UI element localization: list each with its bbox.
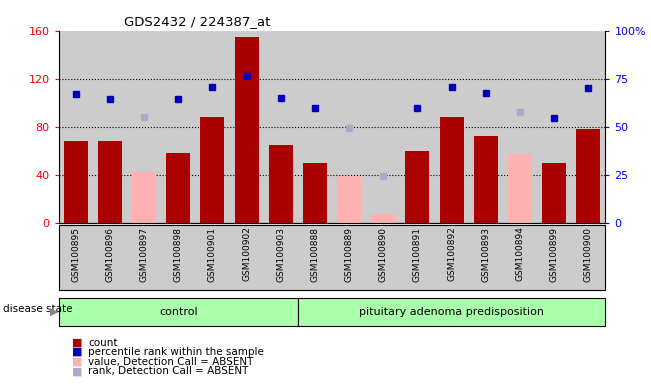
Bar bbox=[132, 172, 156, 223]
Bar bbox=[98, 141, 122, 223]
Text: GSM100889: GSM100889 bbox=[344, 227, 353, 281]
Text: GSM100897: GSM100897 bbox=[139, 227, 148, 281]
Text: GSM100892: GSM100892 bbox=[447, 227, 456, 281]
Text: GSM100902: GSM100902 bbox=[242, 227, 251, 281]
Text: GSM100890: GSM100890 bbox=[379, 227, 388, 281]
Bar bbox=[64, 141, 88, 223]
Bar bbox=[166, 153, 190, 223]
Text: ■: ■ bbox=[72, 347, 82, 357]
Text: disease state: disease state bbox=[3, 304, 73, 314]
Bar bbox=[508, 154, 532, 223]
Text: GSM100891: GSM100891 bbox=[413, 227, 422, 281]
Bar bbox=[337, 176, 361, 223]
Bar bbox=[234, 37, 258, 223]
Text: GSM100903: GSM100903 bbox=[276, 227, 285, 281]
Bar bbox=[542, 163, 566, 223]
Text: ■: ■ bbox=[72, 366, 82, 376]
Text: count: count bbox=[88, 338, 117, 348]
Bar bbox=[439, 117, 464, 223]
Bar bbox=[371, 214, 395, 223]
Text: percentile rank within the sample: percentile rank within the sample bbox=[88, 347, 264, 357]
Text: GSM100898: GSM100898 bbox=[174, 227, 183, 281]
Text: control: control bbox=[159, 307, 197, 317]
Text: ▶: ▶ bbox=[49, 307, 58, 317]
Text: rank, Detection Call = ABSENT: rank, Detection Call = ABSENT bbox=[88, 366, 248, 376]
Text: GSM100899: GSM100899 bbox=[549, 227, 559, 281]
Text: GSM100901: GSM100901 bbox=[208, 227, 217, 281]
Text: GSM100895: GSM100895 bbox=[71, 227, 80, 281]
Bar bbox=[201, 117, 225, 223]
Text: GSM100894: GSM100894 bbox=[516, 227, 525, 281]
Bar bbox=[303, 163, 327, 223]
Bar bbox=[269, 145, 293, 223]
Text: GSM100896: GSM100896 bbox=[105, 227, 115, 281]
Text: GSM100888: GSM100888 bbox=[311, 227, 320, 281]
Text: ■: ■ bbox=[72, 357, 82, 367]
Bar bbox=[576, 129, 600, 223]
Bar bbox=[406, 151, 430, 223]
Bar bbox=[474, 136, 498, 223]
Text: GSM100900: GSM100900 bbox=[584, 227, 593, 281]
Text: GSM100893: GSM100893 bbox=[481, 227, 490, 281]
Text: pituitary adenoma predisposition: pituitary adenoma predisposition bbox=[359, 307, 544, 317]
Text: value, Detection Call = ABSENT: value, Detection Call = ABSENT bbox=[88, 357, 253, 367]
Text: ■: ■ bbox=[72, 338, 82, 348]
Text: GDS2432 / 224387_at: GDS2432 / 224387_at bbox=[124, 15, 271, 28]
